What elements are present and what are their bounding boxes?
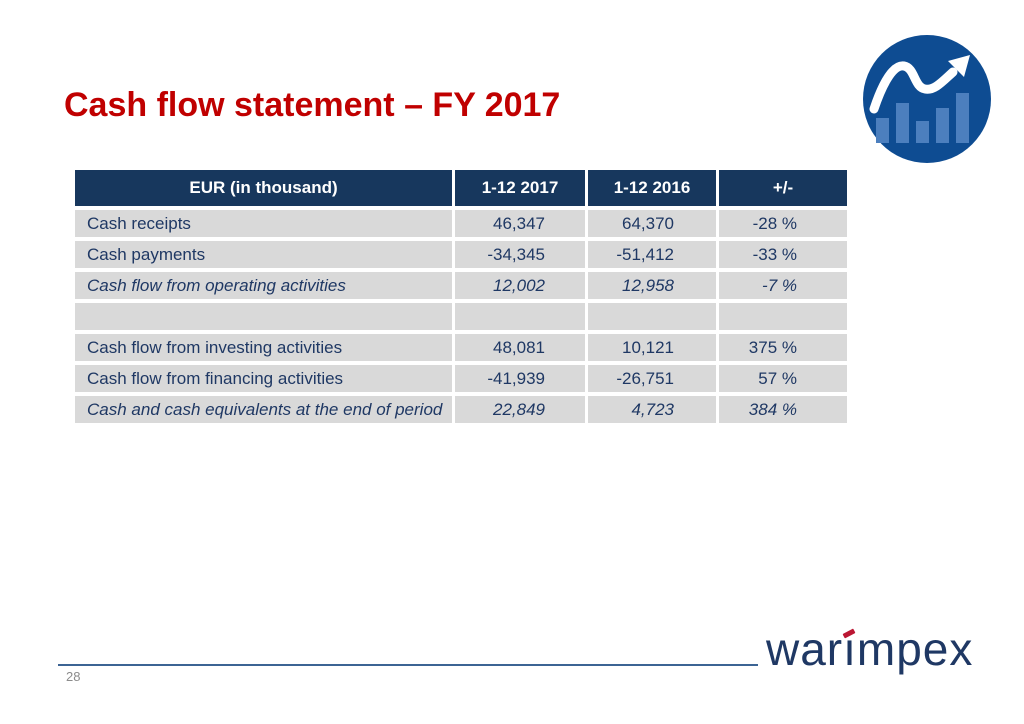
row-value-2016-cell bbox=[588, 303, 716, 330]
row-label-cell: Cash payments bbox=[75, 241, 452, 268]
row-delta-cell: -33 % bbox=[719, 241, 847, 268]
row-value-2016-cell: -51,412 bbox=[588, 241, 716, 268]
row-value-2016-cell: 64,370 bbox=[588, 210, 716, 237]
logo-bars bbox=[876, 93, 969, 143]
row-label-cell: Cash flow from financing activities bbox=[75, 365, 452, 392]
column-header-2017: 1-12 2017 bbox=[455, 170, 585, 206]
page-number: 28 bbox=[66, 669, 81, 684]
cashflow-table: EUR (in thousand) 1-12 2017 1-12 2016 +/… bbox=[75, 170, 847, 423]
row-label-cell bbox=[75, 303, 452, 330]
row-delta-cell: 384 % bbox=[719, 396, 847, 423]
footer-divider-line bbox=[58, 664, 758, 666]
row-value-2016-cell: -26,751 bbox=[588, 365, 716, 392]
wordmark-part-pre: war bbox=[766, 623, 844, 675]
row-value-2016-cell: 10,121 bbox=[588, 334, 716, 361]
company-logo-badge bbox=[861, 33, 993, 165]
column-header-2016: 1-12 2016 bbox=[588, 170, 716, 206]
row-delta-cell: 57 % bbox=[719, 365, 847, 392]
row-label-cell: Cash flow from operating activities bbox=[75, 272, 452, 299]
growth-arrow-bar-chart-icon bbox=[863, 35, 991, 163]
row-label-cell: Cash and cash equivalents at the end of … bbox=[75, 396, 452, 423]
row-value-2017-cell: -41,939 bbox=[455, 365, 585, 392]
row-value-2017-cell: 48,081 bbox=[455, 334, 585, 361]
row-delta-cell: -7 % bbox=[719, 272, 847, 299]
logo-wave-arrow bbox=[869, 61, 958, 114]
row-delta-cell: -28 % bbox=[719, 210, 847, 237]
row-value-2017-cell: 22,849 bbox=[455, 396, 585, 423]
wordmark-i-with-red-accent: ı bbox=[843, 623, 857, 675]
row-value-2016-cell: 12,958 bbox=[588, 272, 716, 299]
row-value-2016-cell: 4,723 bbox=[588, 396, 716, 423]
row-value-2017-cell: 12,002 bbox=[455, 272, 585, 299]
row-label-cell: Cash flow from investing activities bbox=[75, 334, 452, 361]
logo-arrowhead bbox=[948, 55, 970, 77]
warimpex-wordmark: warımpex bbox=[766, 626, 973, 672]
column-header-delta: +/- bbox=[719, 170, 847, 206]
column-header-eur: EUR (in thousand) bbox=[75, 170, 452, 206]
row-value-2017-cell bbox=[455, 303, 585, 330]
row-delta-cell: 375 % bbox=[719, 334, 847, 361]
row-label-cell: Cash receipts bbox=[75, 210, 452, 237]
page-title: Cash flow statement – FY 2017 bbox=[64, 86, 561, 124]
row-value-2017-cell: -34,345 bbox=[455, 241, 585, 268]
row-value-2017-cell: 46,347 bbox=[455, 210, 585, 237]
wordmark-part-post: mpex bbox=[856, 623, 974, 675]
row-delta-cell bbox=[719, 303, 847, 330]
